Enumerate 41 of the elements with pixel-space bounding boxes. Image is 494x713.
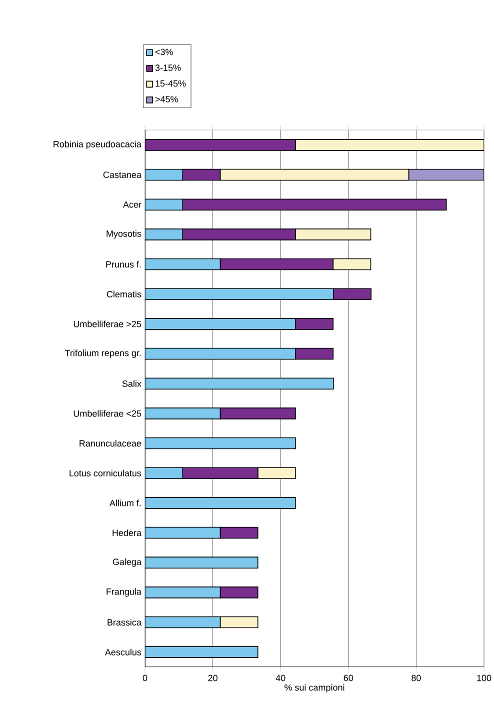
bar <box>182 228 296 240</box>
y-tick-label: Umbelliferae <25 <box>74 410 142 417</box>
bar <box>220 408 296 420</box>
y-tick-label: Ranunculaceae <box>80 440 142 447</box>
y-tick-label: Clematis <box>106 290 142 298</box>
y-tick-label: Hedera <box>112 529 142 536</box>
x-tick-label: 60 <box>344 674 354 682</box>
legend-label: <3% <box>155 48 173 56</box>
legend-label: 15-45% <box>156 80 186 87</box>
bar <box>332 258 372 270</box>
y-tick-label: Allium f. <box>109 500 141 506</box>
bar <box>144 139 296 151</box>
legend-label: >45% <box>155 96 178 102</box>
bar <box>257 467 296 479</box>
y-tick-label: Castanea <box>103 172 142 178</box>
y-tick-label: Lotus corniculatus <box>70 470 142 476</box>
y-tick-label: Aesculus <box>104 648 142 656</box>
x-tick-label: 20 <box>208 674 218 682</box>
y-tick-label: Myosotis <box>106 230 142 239</box>
bar <box>295 228 372 240</box>
x-tick-label: 100 <box>477 674 492 682</box>
x-tick-label: 40 <box>276 674 286 682</box>
bar <box>182 168 221 181</box>
bar <box>295 348 334 360</box>
y-tick-label: Prunus f. <box>106 260 141 268</box>
legend-label: 3-15% <box>155 64 181 71</box>
y-tick-label: Galega <box>112 558 142 567</box>
bar <box>220 526 258 539</box>
y-tick-label: Robinia pseudoacacia <box>54 140 142 150</box>
y-tick-label: Brassica <box>108 618 142 626</box>
y-tick-label: Frangula <box>106 588 142 597</box>
bar <box>182 467 258 479</box>
y-tick-label: Acer <box>122 201 142 208</box>
x-axis-title: % sui campioni <box>284 684 344 692</box>
bar <box>182 198 447 210</box>
x-tick-label: 0 <box>142 674 148 682</box>
y-tick-label: Trifolium repens gr. <box>64 350 141 358</box>
y-tick-label: Umbelliferae >25 <box>74 320 142 328</box>
bar <box>220 258 334 270</box>
y-tick-label: Salix <box>122 380 142 387</box>
x-tick-label: 80 <box>412 674 421 682</box>
